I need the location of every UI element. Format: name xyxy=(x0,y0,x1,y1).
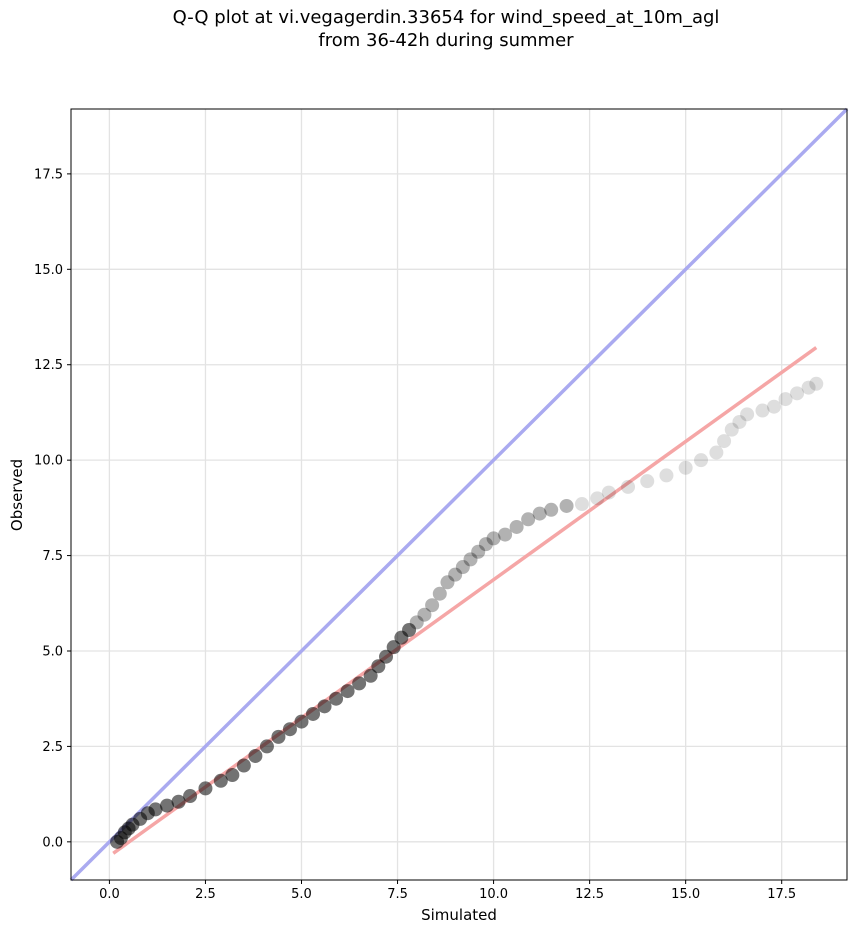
qq-point xyxy=(532,506,547,521)
qq-point xyxy=(329,691,344,706)
qq-point xyxy=(678,460,693,475)
qq-point xyxy=(601,485,616,500)
qq-point xyxy=(259,739,274,754)
qq-point xyxy=(432,586,447,601)
chart-title: Q-Q plot at vi.vegagerdin.33654 for wind… xyxy=(0,6,856,52)
qq-point xyxy=(694,453,709,468)
qq-point xyxy=(778,392,793,407)
qq-point xyxy=(171,794,186,809)
qq-point xyxy=(386,640,401,655)
x-axis-label: Simulated xyxy=(421,906,497,924)
x-tick-label: 15.0 xyxy=(671,887,700,902)
y-tick-label: 17.5 xyxy=(34,167,63,182)
qq-point xyxy=(717,434,732,449)
qq-point xyxy=(590,491,605,506)
qq-point xyxy=(306,706,321,721)
qq-point xyxy=(340,684,355,699)
qq-point xyxy=(160,798,175,813)
y-tick-label: 0.0 xyxy=(42,835,63,850)
reference-line xyxy=(69,107,849,882)
qq-point xyxy=(709,445,724,460)
qq-point xyxy=(471,544,486,559)
y-tick-label: 7.5 xyxy=(42,549,63,564)
qq-point xyxy=(478,537,493,552)
qq-point xyxy=(498,527,513,542)
x-tick-label: 7.5 xyxy=(387,887,408,902)
qq-point xyxy=(236,758,251,773)
ticks: 0.0 2.5 5.0 7.5 10.0 12.5 15.0 17.5 0.0 2.5 5.0 7.5… xyxy=(34,167,796,902)
qq-point xyxy=(425,598,440,613)
qq-point xyxy=(521,512,536,527)
qq-point xyxy=(409,615,424,630)
qq-point xyxy=(724,422,739,437)
x-tick-label: 5.0 xyxy=(291,887,312,902)
qq-point xyxy=(248,748,263,763)
x-tick-label: 0.0 xyxy=(99,887,120,902)
qq-point xyxy=(801,380,816,395)
qq-point xyxy=(755,403,770,418)
plot-frame xyxy=(70,108,848,881)
qq-point xyxy=(294,714,309,729)
qq-point xyxy=(417,607,432,622)
qq-point xyxy=(317,699,332,714)
qq-point xyxy=(740,407,755,422)
qq-point xyxy=(363,668,378,683)
qq-point xyxy=(440,575,455,590)
qq-point xyxy=(732,414,747,429)
qq-point xyxy=(402,622,417,637)
qq-point xyxy=(463,552,478,567)
qq-point xyxy=(559,498,574,513)
qq-point xyxy=(183,789,198,804)
qq-point xyxy=(271,729,286,744)
qq-point xyxy=(809,376,824,391)
qq-point xyxy=(486,531,501,546)
qq-point xyxy=(640,474,655,489)
qq-point xyxy=(371,659,386,674)
x-tick-label: 2.5 xyxy=(195,887,216,902)
qq-point xyxy=(352,676,367,691)
x-tick-label: 17.5 xyxy=(767,887,796,902)
chart-title-line-2: from 36-42h during summer xyxy=(318,30,574,51)
qq-point xyxy=(455,560,470,575)
qq-point xyxy=(379,649,394,664)
x-tick-label: 12.5 xyxy=(575,887,604,902)
y-tick-label: 5.0 xyxy=(42,644,63,659)
qq-point xyxy=(148,802,163,817)
qq-point xyxy=(448,567,463,582)
chart-title-line-1: Q-Q plot at vi.vegagerdin.33654 for wind… xyxy=(172,7,720,28)
qq-point xyxy=(659,468,674,483)
grid xyxy=(71,109,847,880)
qq-point xyxy=(574,497,589,512)
y-tick-label: 15.0 xyxy=(34,263,63,278)
x-tick-label: 10.0 xyxy=(479,887,508,902)
y-axis-label: Observed xyxy=(8,459,26,531)
qq-point xyxy=(790,386,805,401)
y-tick-label: 12.5 xyxy=(34,358,63,373)
qq-point xyxy=(198,781,213,796)
qq-point xyxy=(621,479,636,494)
y-tick-label: 10.0 xyxy=(34,454,63,469)
points xyxy=(110,376,824,849)
qq-point xyxy=(544,502,559,517)
qq-point xyxy=(213,773,228,788)
lines xyxy=(69,107,849,882)
y-tick-label: 2.5 xyxy=(42,740,63,755)
qq-point xyxy=(509,519,524,534)
qq-point xyxy=(282,722,297,737)
qq-point xyxy=(767,399,782,414)
qq-point xyxy=(225,768,240,783)
